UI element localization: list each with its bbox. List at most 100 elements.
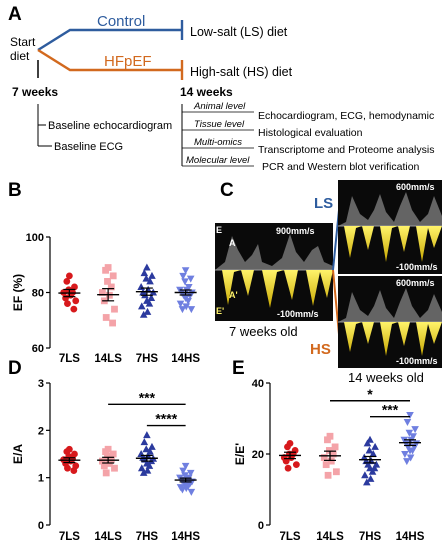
x-category-label: 7HS	[136, 353, 159, 365]
start-label: Start	[10, 35, 36, 49]
data-point	[64, 464, 71, 472]
data-point	[109, 450, 117, 458]
data-point	[324, 471, 332, 479]
data-point	[368, 467, 377, 475]
echo-wave-e: E	[216, 225, 222, 235]
level-row-1: Tissue level Histological evaluation	[182, 119, 363, 139]
level-desc: Echocardiogram, ECG, hemodynamic	[258, 110, 434, 122]
x-category-label: 7LS	[59, 353, 80, 365]
panel-letter-c: C	[220, 180, 234, 201]
significance-label: ***	[382, 402, 399, 418]
data-point	[102, 448, 109, 456]
panel-letter-a: A	[8, 4, 22, 25]
data-point	[366, 474, 375, 482]
data-point	[186, 469, 195, 477]
echo-14w-hs-speed: 600mm/s	[396, 278, 435, 288]
x-category-label: 7HS	[136, 531, 159, 543]
data-point	[365, 446, 374, 454]
data-point	[71, 283, 78, 291]
data-point	[63, 278, 71, 285]
data-point	[401, 451, 409, 458]
data-point	[65, 272, 73, 280]
echo-14w-ls-speed: 600mm/s	[396, 182, 435, 192]
control-branch-line	[37, 28, 182, 52]
data-point	[102, 314, 110, 321]
data-point	[181, 462, 190, 470]
echo-7w-label: 7 weeks old	[229, 324, 298, 339]
data-point	[143, 431, 151, 439]
level-desc: PCR and Western blot verification	[262, 161, 420, 173]
data-point	[139, 468, 148, 476]
data-point	[178, 486, 187, 494]
level-row-0: Animal level Echocardiogram, ECG, hemody…	[182, 101, 434, 122]
diet-label: diet	[10, 49, 30, 63]
echo-ls-label: LS	[314, 195, 333, 212]
significance-label: *	[367, 386, 373, 402]
data-point	[148, 271, 156, 279]
level-desc: Transcriptome and Proteome analysis	[258, 144, 434, 156]
data-point	[143, 307, 152, 315]
y-tick-label: 80	[32, 288, 44, 300]
data-point	[178, 306, 187, 314]
data-point	[181, 278, 189, 286]
y-axis-label: E/E'	[233, 443, 247, 465]
echo-14w-hs-image: 600mm/s -100mm/s	[338, 276, 442, 368]
data-point	[409, 433, 417, 441]
data-point	[325, 447, 333, 454]
week14-label: 14 weeks	[180, 85, 233, 99]
data-point	[70, 467, 78, 474]
x-category-label: 7HS	[359, 531, 382, 543]
hfpef-branch-line	[37, 48, 182, 72]
significance-label: ***	[139, 389, 156, 405]
week7-label: 7 weeks	[12, 85, 58, 99]
level-name: Molecular level	[186, 155, 250, 166]
panel-letter-d: D	[8, 358, 22, 379]
data-point	[140, 438, 149, 446]
echo-7w-speed: 900mm/s	[276, 226, 315, 236]
data-point	[403, 458, 411, 466]
x-category-label: 14HS	[396, 531, 425, 543]
data-point	[182, 303, 191, 311]
data-point	[284, 443, 291, 451]
data-point	[184, 297, 192, 305]
data-point	[109, 272, 117, 280]
level-desc: Histological evaluation	[258, 127, 363, 139]
data-point	[406, 411, 414, 419]
x-category-label: 7LS	[279, 531, 300, 543]
level-name: Animal level	[193, 101, 246, 112]
data-point	[145, 299, 154, 307]
level-row-2: Multi-omics Transcriptome and Proteome a…	[182, 137, 434, 156]
data-point	[292, 461, 300, 469]
data-point	[143, 466, 152, 474]
data-point	[406, 454, 415, 462]
data-point	[403, 419, 412, 427]
x-category-label: 7LS	[59, 531, 80, 543]
level-row-3: Molecular level PCR and Western blot ver…	[182, 155, 420, 173]
echo-14w-label: 14 weeks old	[348, 370, 424, 385]
data-point	[179, 272, 187, 280]
data-point	[70, 305, 78, 313]
y-tick-label: 3	[38, 378, 44, 390]
data-point	[111, 305, 118, 313]
data-point	[284, 464, 292, 472]
level-name: Tissue level	[194, 119, 245, 130]
chart-ef: 60 80 100 EF (%) 7LS 14LS 7HS 14HS	[11, 232, 200, 365]
data-point	[186, 292, 194, 300]
echo-wave-a: A	[229, 238, 236, 248]
data-point	[98, 457, 106, 465]
data-point	[324, 436, 331, 444]
y-axis-label: E/A	[11, 444, 25, 464]
data-point	[329, 450, 337, 458]
y-tick-label: 0	[258, 520, 264, 532]
echo-14w-ls-image: 600mm/s -100mm/s	[338, 180, 442, 274]
y-tick-label: 100	[26, 232, 44, 244]
data-point	[100, 462, 108, 470]
y-tick-label: 40	[252, 378, 264, 390]
y-tick-label: 20	[252, 449, 264, 461]
data-point	[176, 300, 185, 308]
data-point	[331, 443, 339, 451]
echo-7w-image: 900mm/s -100mm/s E A A' E'	[215, 223, 333, 321]
hfpef-label: HFpEF	[104, 53, 152, 70]
